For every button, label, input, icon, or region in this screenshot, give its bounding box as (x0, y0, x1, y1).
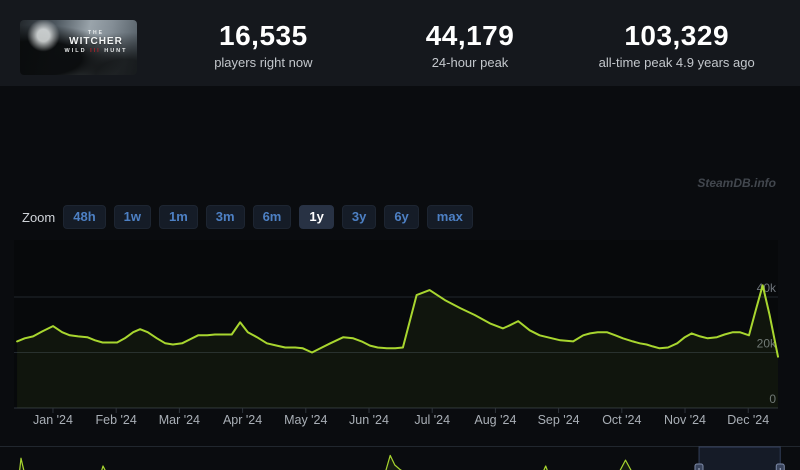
zoom-range-selector: Zoom 48h 1w 1m 3m 6m 1y 3y 6y max (22, 204, 481, 230)
game-logo-numeral: III (90, 48, 101, 54)
y-axis-label: 0 (769, 392, 776, 406)
plot-hover-area[interactable] (14, 240, 778, 408)
x-axis-label: Sep '24 (538, 413, 580, 427)
chart-panel: SteamDB.info Zoom 48h 1w 1m 3m 6m 1y 3y … (0, 86, 800, 470)
x-axis-label: Jul '24 (414, 413, 450, 427)
stats-row: 16,535 players right now 44,179 24-hour … (160, 20, 780, 78)
zoom-button-1m[interactable]: 1m (158, 205, 198, 229)
stat-alltime-peak: 103,329 all-time peak 4.9 years ago (573, 20, 780, 78)
x-axis-label: Aug '24 (474, 413, 516, 427)
navigator[interactable]: 20162018202020222024 (0, 446, 800, 470)
game-logo-title: WITCHER (69, 36, 123, 47)
x-axis-label: May '24 (284, 413, 327, 427)
x-axis-label: Dec '24 (727, 413, 769, 427)
game-logo-the: THE (88, 30, 104, 36)
steamdb-watermark: SteamDB.info (697, 176, 776, 190)
x-axis-label: Jan '24 (33, 413, 73, 427)
x-axis-label: Oct '24 (602, 413, 641, 427)
zoom-label: Zoom (22, 209, 56, 225)
stat-current-players-value: 16,535 (219, 20, 308, 51)
stat-24h-peak-value: 44,179 (425, 20, 515, 51)
game-logo-subtitle: WILD III HUNT (64, 48, 128, 54)
y-axis-label: 20k (757, 337, 777, 351)
x-axis-label: Jun '24 (349, 413, 389, 427)
stat-current-players-label: players right now (214, 55, 313, 70)
navigator-selection-window[interactable] (698, 446, 781, 470)
stat-24h-peak: 44,179 24-hour peak (367, 20, 574, 78)
x-axis-label: Nov '24 (664, 413, 706, 427)
x-axis-label: Feb '24 (96, 413, 137, 427)
plot-background (14, 240, 778, 408)
navigator-handle-left[interactable] (694, 463, 704, 470)
stat-alltime-peak-value: 103,329 (624, 20, 730, 51)
stat-alltime-peak-label: all-time peak 4.9 years ago (598, 55, 755, 70)
stat-current-players: 16,535 players right now (160, 20, 367, 78)
stat-24h-peak-label: 24-hour peak (431, 55, 509, 70)
navigator-area-fill (19, 455, 631, 470)
x-axis-label: Apr '24 (223, 413, 262, 427)
zoom-button-max[interactable]: max (426, 205, 473, 229)
navigator-handle-right[interactable] (775, 463, 785, 470)
zoom-button-3y[interactable]: 3y (341, 205, 377, 229)
zoom-button-6y[interactable]: 6y (384, 205, 419, 229)
players-area-fill (17, 285, 779, 408)
players-series-line (16, 284, 779, 358)
zoom-button-1y[interactable]: 1y (299, 205, 334, 229)
game-capsule-image[interactable]: THE WITCHER WILD III HUNT (20, 20, 137, 75)
header: THE WITCHER WILD III HUNT 16,535 players… (0, 0, 800, 86)
zoom-button-1w[interactable]: 1w (113, 205, 151, 229)
x-axis-label: Mar '24 (159, 413, 200, 427)
navigator-series-line (19, 454, 632, 470)
zoom-button-48h[interactable]: 48h (63, 205, 106, 229)
game-logo: THE WITCHER WILD III HUNT (61, 30, 131, 54)
zoom-button-6m[interactable]: 6m (252, 205, 292, 229)
zoom-button-3m[interactable]: 3m (205, 205, 245, 229)
